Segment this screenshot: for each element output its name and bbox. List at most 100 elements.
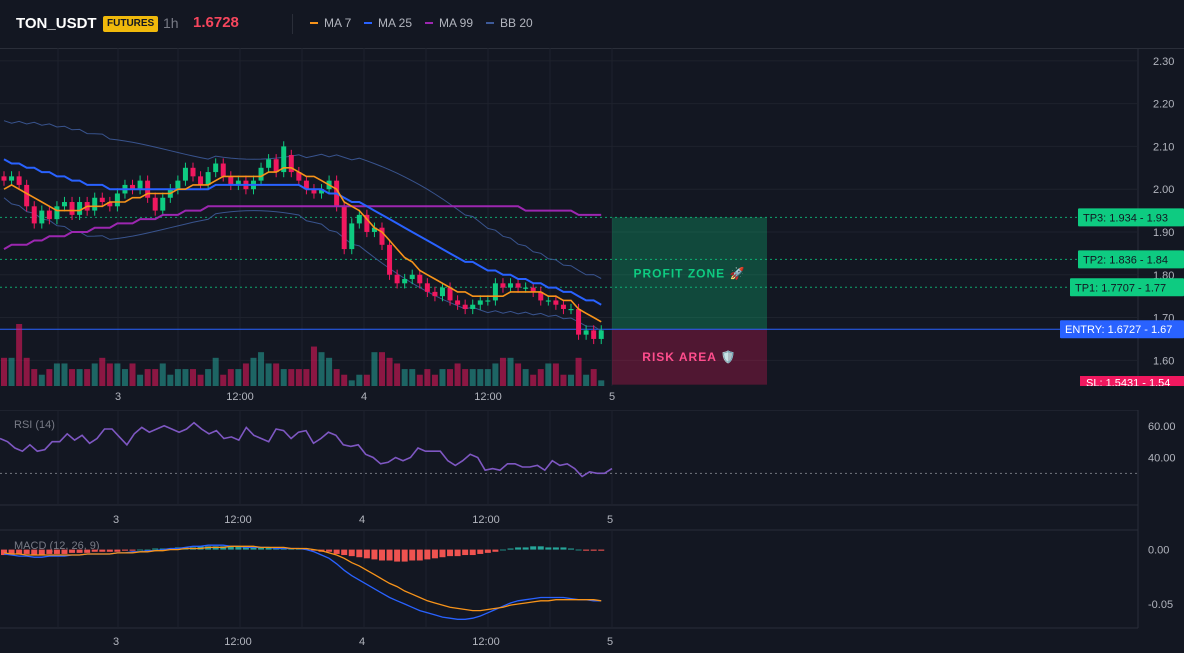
- volume-bar: [341, 374, 348, 386]
- candle-body: [409, 274, 415, 280]
- macd-histogram-bar: [235, 546, 242, 550]
- time-tick-rsi: 12:00: [224, 514, 252, 526]
- volume-bar: [91, 363, 98, 386]
- volume-bar: [144, 369, 151, 386]
- legend-swatch-ma99: [425, 22, 433, 24]
- risk-area: [612, 329, 767, 385]
- macd-histogram-bar: [462, 549, 469, 556]
- candle-body: [258, 167, 264, 181]
- volume-bar: [46, 369, 53, 386]
- volume-bar: [454, 363, 461, 386]
- time-tick-macd: 12:00: [472, 636, 500, 648]
- volume-bar: [348, 380, 355, 386]
- volume-bar: [84, 369, 91, 386]
- macd-histogram-bar: [326, 549, 333, 552]
- macd-histogram-bar: [431, 549, 438, 559]
- macd-histogram-bar: [61, 549, 68, 554]
- time-tick-macd: 4: [359, 636, 365, 648]
- ma99-line: [3, 205, 602, 250]
- risk-area-label: RISK AREA 🛡️: [642, 350, 736, 364]
- candle-body: [220, 163, 226, 177]
- volume-bar: [114, 363, 121, 386]
- tp1-tag-bg: [1070, 278, 1184, 297]
- tp2-tag: TP2: 1.836 - 1.84: [1083, 254, 1168, 266]
- volume-bar: [537, 369, 544, 386]
- macd-histogram-bar: [492, 549, 499, 552]
- timeframe-label[interactable]: 1h: [163, 15, 179, 31]
- macd-histogram-bar: [394, 549, 401, 562]
- macd-histogram-bar: [484, 549, 491, 553]
- legend-swatch-ma7: [310, 22, 318, 24]
- volume-bar: [303, 369, 310, 386]
- macd-histogram-bar: [76, 549, 83, 553]
- volume-bar: [31, 369, 38, 386]
- candle-body: [462, 304, 468, 309]
- tp1-tag: TP1: 1.7707 - 1.77: [1075, 282, 1166, 294]
- macd-histogram-bar: [575, 549, 582, 551]
- macd-histogram-bar: [537, 546, 544, 550]
- volume-bar: [190, 369, 196, 386]
- candle-body: [500, 283, 506, 288]
- header-divider: [292, 14, 293, 34]
- tp3-tag: TP3: 1.934 - 1.93: [1083, 212, 1168, 224]
- candle-body: [598, 330, 604, 339]
- volume-bar: [363, 374, 370, 386]
- macd-histogram-bar: [16, 549, 23, 554]
- candle-body: [46, 210, 52, 220]
- time-tick-rsi: 4: [359, 514, 365, 526]
- chart-header: TON_USDT FUTURES 1h 1.6728 MA 7 MA 25 MA…: [0, 0, 1184, 49]
- candle-body: [77, 202, 83, 215]
- volume-bar: [288, 369, 295, 386]
- time-tick-main: 3: [115, 391, 121, 403]
- candle-body: [99, 197, 105, 203]
- symbol-label[interactable]: TON_USDT: [16, 15, 97, 32]
- legend-bb20[interactable]: BB 20: [486, 16, 533, 30]
- macd-histogram-bar: [416, 549, 423, 561]
- volume-bar: [575, 357, 582, 386]
- volume-bar: [477, 369, 484, 386]
- legend-ma99[interactable]: MA 99: [425, 16, 473, 30]
- futures-badge: FUTURES: [103, 16, 159, 32]
- volume-bar: [431, 374, 438, 386]
- candle-body: [553, 300, 559, 305]
- candle-body: [371, 227, 377, 232]
- time-tick-main: 4: [361, 391, 367, 403]
- ma25-line: [3, 158, 602, 306]
- candle-body: [61, 202, 67, 207]
- candle-body: [296, 172, 302, 181]
- macd-histogram-bar: [439, 549, 446, 558]
- macd-tick-label: 0.00: [1148, 545, 1169, 557]
- bb-upper-line: [3, 120, 602, 279]
- candle-body: [130, 184, 136, 190]
- macd-histogram-bar: [348, 549, 355, 557]
- candle-body: [364, 214, 370, 232]
- macd-histogram-bar: [515, 547, 522, 550]
- macd-histogram-bar: [91, 549, 98, 552]
- macd-histogram-bar: [356, 549, 363, 558]
- volume-bar: [499, 357, 506, 386]
- volume-bar: [439, 369, 446, 386]
- candle-body: [24, 184, 30, 207]
- volume-bar: [469, 369, 476, 386]
- ma7-line: [3, 167, 602, 323]
- macd-histogram-bar: [1, 549, 7, 556]
- volume-bar: [220, 374, 227, 386]
- legend-ma7[interactable]: MA 7: [310, 16, 351, 30]
- macd-histogram-bar: [46, 549, 53, 554]
- price-tick-label: 2.00: [1153, 184, 1174, 196]
- volume-bar: [69, 369, 76, 386]
- candle-body: [228, 176, 234, 185]
- volume-bar: [522, 369, 529, 386]
- macd-histogram-bar: [545, 547, 552, 550]
- macd-histogram-bar: [499, 549, 506, 551]
- candle-body: [568, 308, 574, 311]
- legend-ma25[interactable]: MA 25: [364, 16, 412, 30]
- macd-title: MACD (12, 26, 9): [14, 540, 100, 552]
- candle-body: [394, 274, 400, 284]
- volume-bar: [280, 369, 287, 386]
- volume-bar: [568, 374, 574, 386]
- candle-body: [583, 330, 589, 335]
- macd-histogram-bar: [144, 549, 151, 551]
- legend-label-ma25: MA 25: [378, 16, 413, 30]
